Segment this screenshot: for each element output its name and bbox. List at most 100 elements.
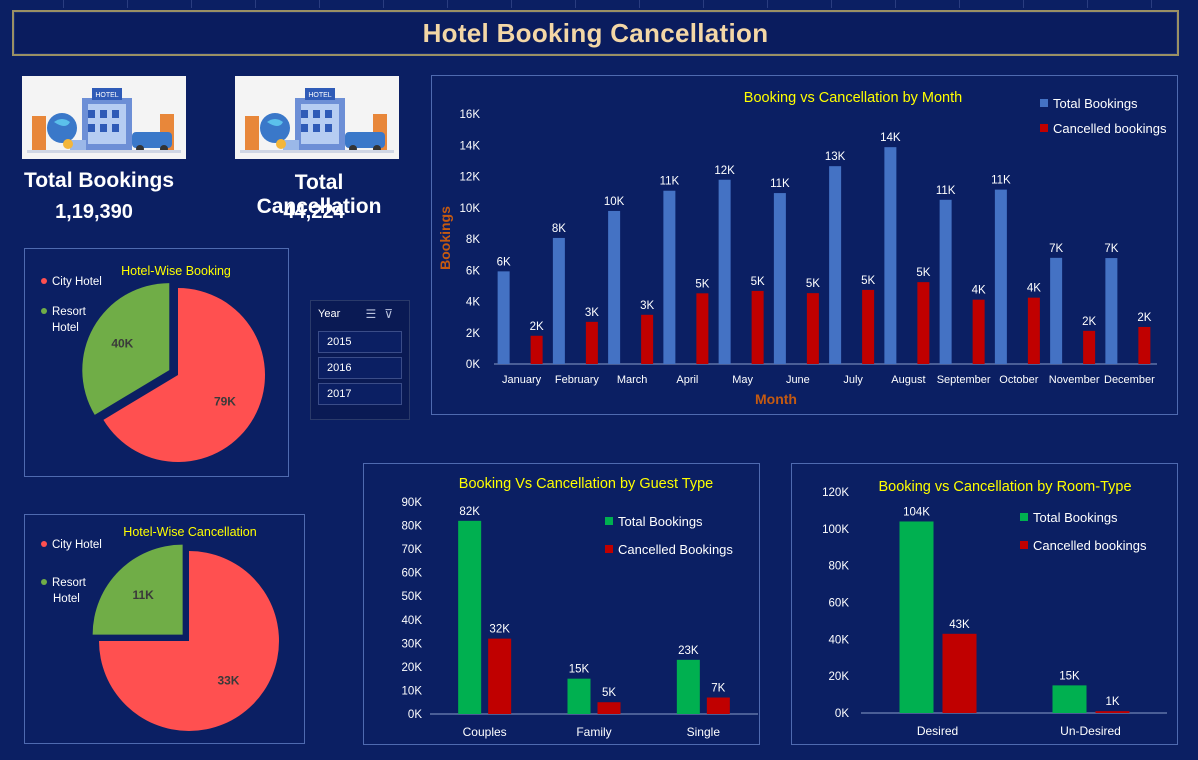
data-label: 5K bbox=[861, 275, 875, 287]
data-label: 14K bbox=[880, 132, 901, 144]
y-tick-label: 2K bbox=[466, 328, 480, 340]
data-label: 10K bbox=[604, 196, 625, 208]
y-tick-label: 20K bbox=[829, 671, 850, 683]
slicer-item-2017[interactable]: 2017 bbox=[318, 383, 402, 405]
data-label: 5K bbox=[806, 278, 820, 290]
legend-label: City Hotel bbox=[52, 539, 102, 551]
legend-label: Cancelled bookings bbox=[1033, 538, 1147, 553]
data-label: 43K bbox=[949, 619, 970, 631]
legend-label: Total Bookings bbox=[618, 514, 703, 529]
y-tick-label: 30K bbox=[402, 638, 423, 650]
x-tick-label: May bbox=[732, 374, 753, 386]
slicer-header: Year bbox=[318, 308, 341, 320]
legend-swatch bbox=[1040, 124, 1048, 132]
data-label: 104K bbox=[903, 506, 930, 518]
data-label: 7K bbox=[711, 683, 725, 695]
y-tick-label: 50K bbox=[402, 591, 423, 603]
total-bookings-value: 1,19,390 bbox=[55, 201, 133, 223]
legend-swatch bbox=[605, 517, 613, 525]
slicer-item-2016[interactable]: 2016 bbox=[318, 357, 402, 379]
y-tick-label: 4K bbox=[466, 297, 480, 309]
bar-total bbox=[994, 189, 1007, 364]
bar-total bbox=[497, 271, 510, 364]
data-label: 11K bbox=[132, 588, 154, 602]
x-tick-label: February bbox=[555, 374, 600, 386]
bar-total bbox=[939, 199, 952, 364]
bar-total bbox=[718, 179, 731, 364]
bar-total bbox=[1105, 258, 1118, 364]
data-label: 8K bbox=[552, 223, 566, 235]
guest-type-chart: Booking Vs Cancellation by Guest Type 0K 1… bbox=[363, 463, 760, 745]
y-tick-label: 40K bbox=[402, 615, 423, 627]
y-tick-label: 70K bbox=[402, 544, 423, 556]
x-tick-label: June bbox=[786, 374, 810, 386]
multi-select-icon[interactable]: ☰ bbox=[365, 307, 385, 321]
data-label: 5K bbox=[695, 278, 709, 290]
legend-label: Resort Hotel bbox=[52, 577, 87, 605]
y-tick-label: 20K bbox=[402, 662, 423, 674]
bar-cancelled bbox=[917, 282, 930, 364]
total-cancellation-label: Total Cancellation bbox=[256, 171, 382, 218]
legend-label: City Hotel bbox=[52, 276, 102, 288]
bar-cancelled bbox=[488, 638, 512, 714]
data-label: 5K bbox=[916, 267, 930, 279]
slicer-item-2015[interactable]: 2015 bbox=[318, 331, 402, 353]
x-tick-label: July bbox=[843, 374, 863, 386]
legend-swatch bbox=[1020, 541, 1028, 549]
bar-total bbox=[458, 520, 482, 714]
data-label: 11K bbox=[936, 185, 956, 197]
x-tick-label: August bbox=[891, 374, 925, 386]
data-label: 7K bbox=[1104, 243, 1118, 255]
legend-swatch bbox=[41, 308, 47, 314]
hotel-illustration: HOTEL bbox=[235, 76, 399, 159]
x-axis-title: Month bbox=[755, 391, 797, 407]
bar-cancelled bbox=[585, 321, 598, 364]
pie-slice-city bbox=[99, 551, 279, 731]
bar-cancelled bbox=[696, 293, 709, 364]
y-tick-label: 10K bbox=[460, 203, 481, 215]
data-label: 4K bbox=[1027, 283, 1041, 295]
x-tick-label: April bbox=[676, 374, 698, 386]
pie-slice-resort bbox=[82, 283, 170, 415]
bar-cancelled bbox=[862, 289, 875, 364]
legend-swatch bbox=[1020, 513, 1028, 521]
bar-cancelled bbox=[706, 697, 730, 714]
dashboard-title: Hotel Booking Cancellation bbox=[422, 17, 769, 48]
y-tick-label: 10K bbox=[402, 685, 423, 697]
bar-total bbox=[1052, 685, 1087, 713]
year-slicer[interactable]: Year ☰⊽ 2015 2016 2017 bbox=[310, 300, 410, 420]
pie_booking-svg: Hotel-Wise Booking 79K 40K City Hotel Resort… bbox=[41, 264, 265, 462]
room-svg: Booking vs Cancellation by Room-Type 0K 20… bbox=[822, 479, 1167, 738]
y-tick-label: 80K bbox=[829, 561, 850, 573]
y-tick-label: 16K bbox=[460, 109, 481, 121]
data-label: 79K bbox=[214, 395, 236, 409]
bar-cancelled bbox=[641, 314, 654, 364]
data-label: 3K bbox=[585, 307, 599, 319]
total-cancellation-value: 44,224 bbox=[283, 201, 345, 223]
legend-swatch bbox=[41, 579, 47, 585]
chart-title: Booking Vs Cancellation by Guest Type bbox=[459, 476, 713, 492]
legend-swatch bbox=[605, 545, 613, 553]
room-type-chart: Booking vs Cancellation by Room-Type 0K 20… bbox=[791, 463, 1178, 745]
pie_cancel-svg: Hotel-Wise Cancellation 33K 11K City Hotel R… bbox=[41, 525, 279, 731]
data-label: 13K bbox=[825, 151, 846, 163]
bar-cancelled bbox=[1027, 297, 1040, 364]
bar-cancelled bbox=[597, 702, 621, 714]
y-tick-label: 60K bbox=[402, 568, 423, 580]
dashboard-title-bar: Hotel Booking Cancellation bbox=[12, 10, 1179, 56]
data-label: 2K bbox=[1082, 316, 1096, 328]
data-label: 15K bbox=[569, 664, 590, 676]
y-tick-label: 90K bbox=[402, 497, 423, 509]
pie-slice-resort bbox=[92, 544, 183, 635]
month-svg: Booking vs Cancellation by Month 0K 2K 4K 6K… bbox=[437, 90, 1167, 407]
data-label: 32K bbox=[489, 624, 510, 636]
x-tick-label: Couples bbox=[463, 725, 507, 739]
data-label: 5K bbox=[751, 276, 765, 288]
y-tick-label: 8K bbox=[466, 234, 480, 246]
clear-filter-icon[interactable]: ⊽ bbox=[384, 307, 401, 321]
x-tick-label: Un-Desired bbox=[1060, 724, 1121, 738]
hotel-illustration: HOTEL bbox=[22, 76, 186, 159]
hotel-wise-cancellation-chart: Hotel-Wise Cancellation 33K 11K City Hotel R… bbox=[24, 514, 305, 744]
data-label: 11K bbox=[660, 176, 680, 188]
data-label: 82K bbox=[459, 506, 480, 518]
